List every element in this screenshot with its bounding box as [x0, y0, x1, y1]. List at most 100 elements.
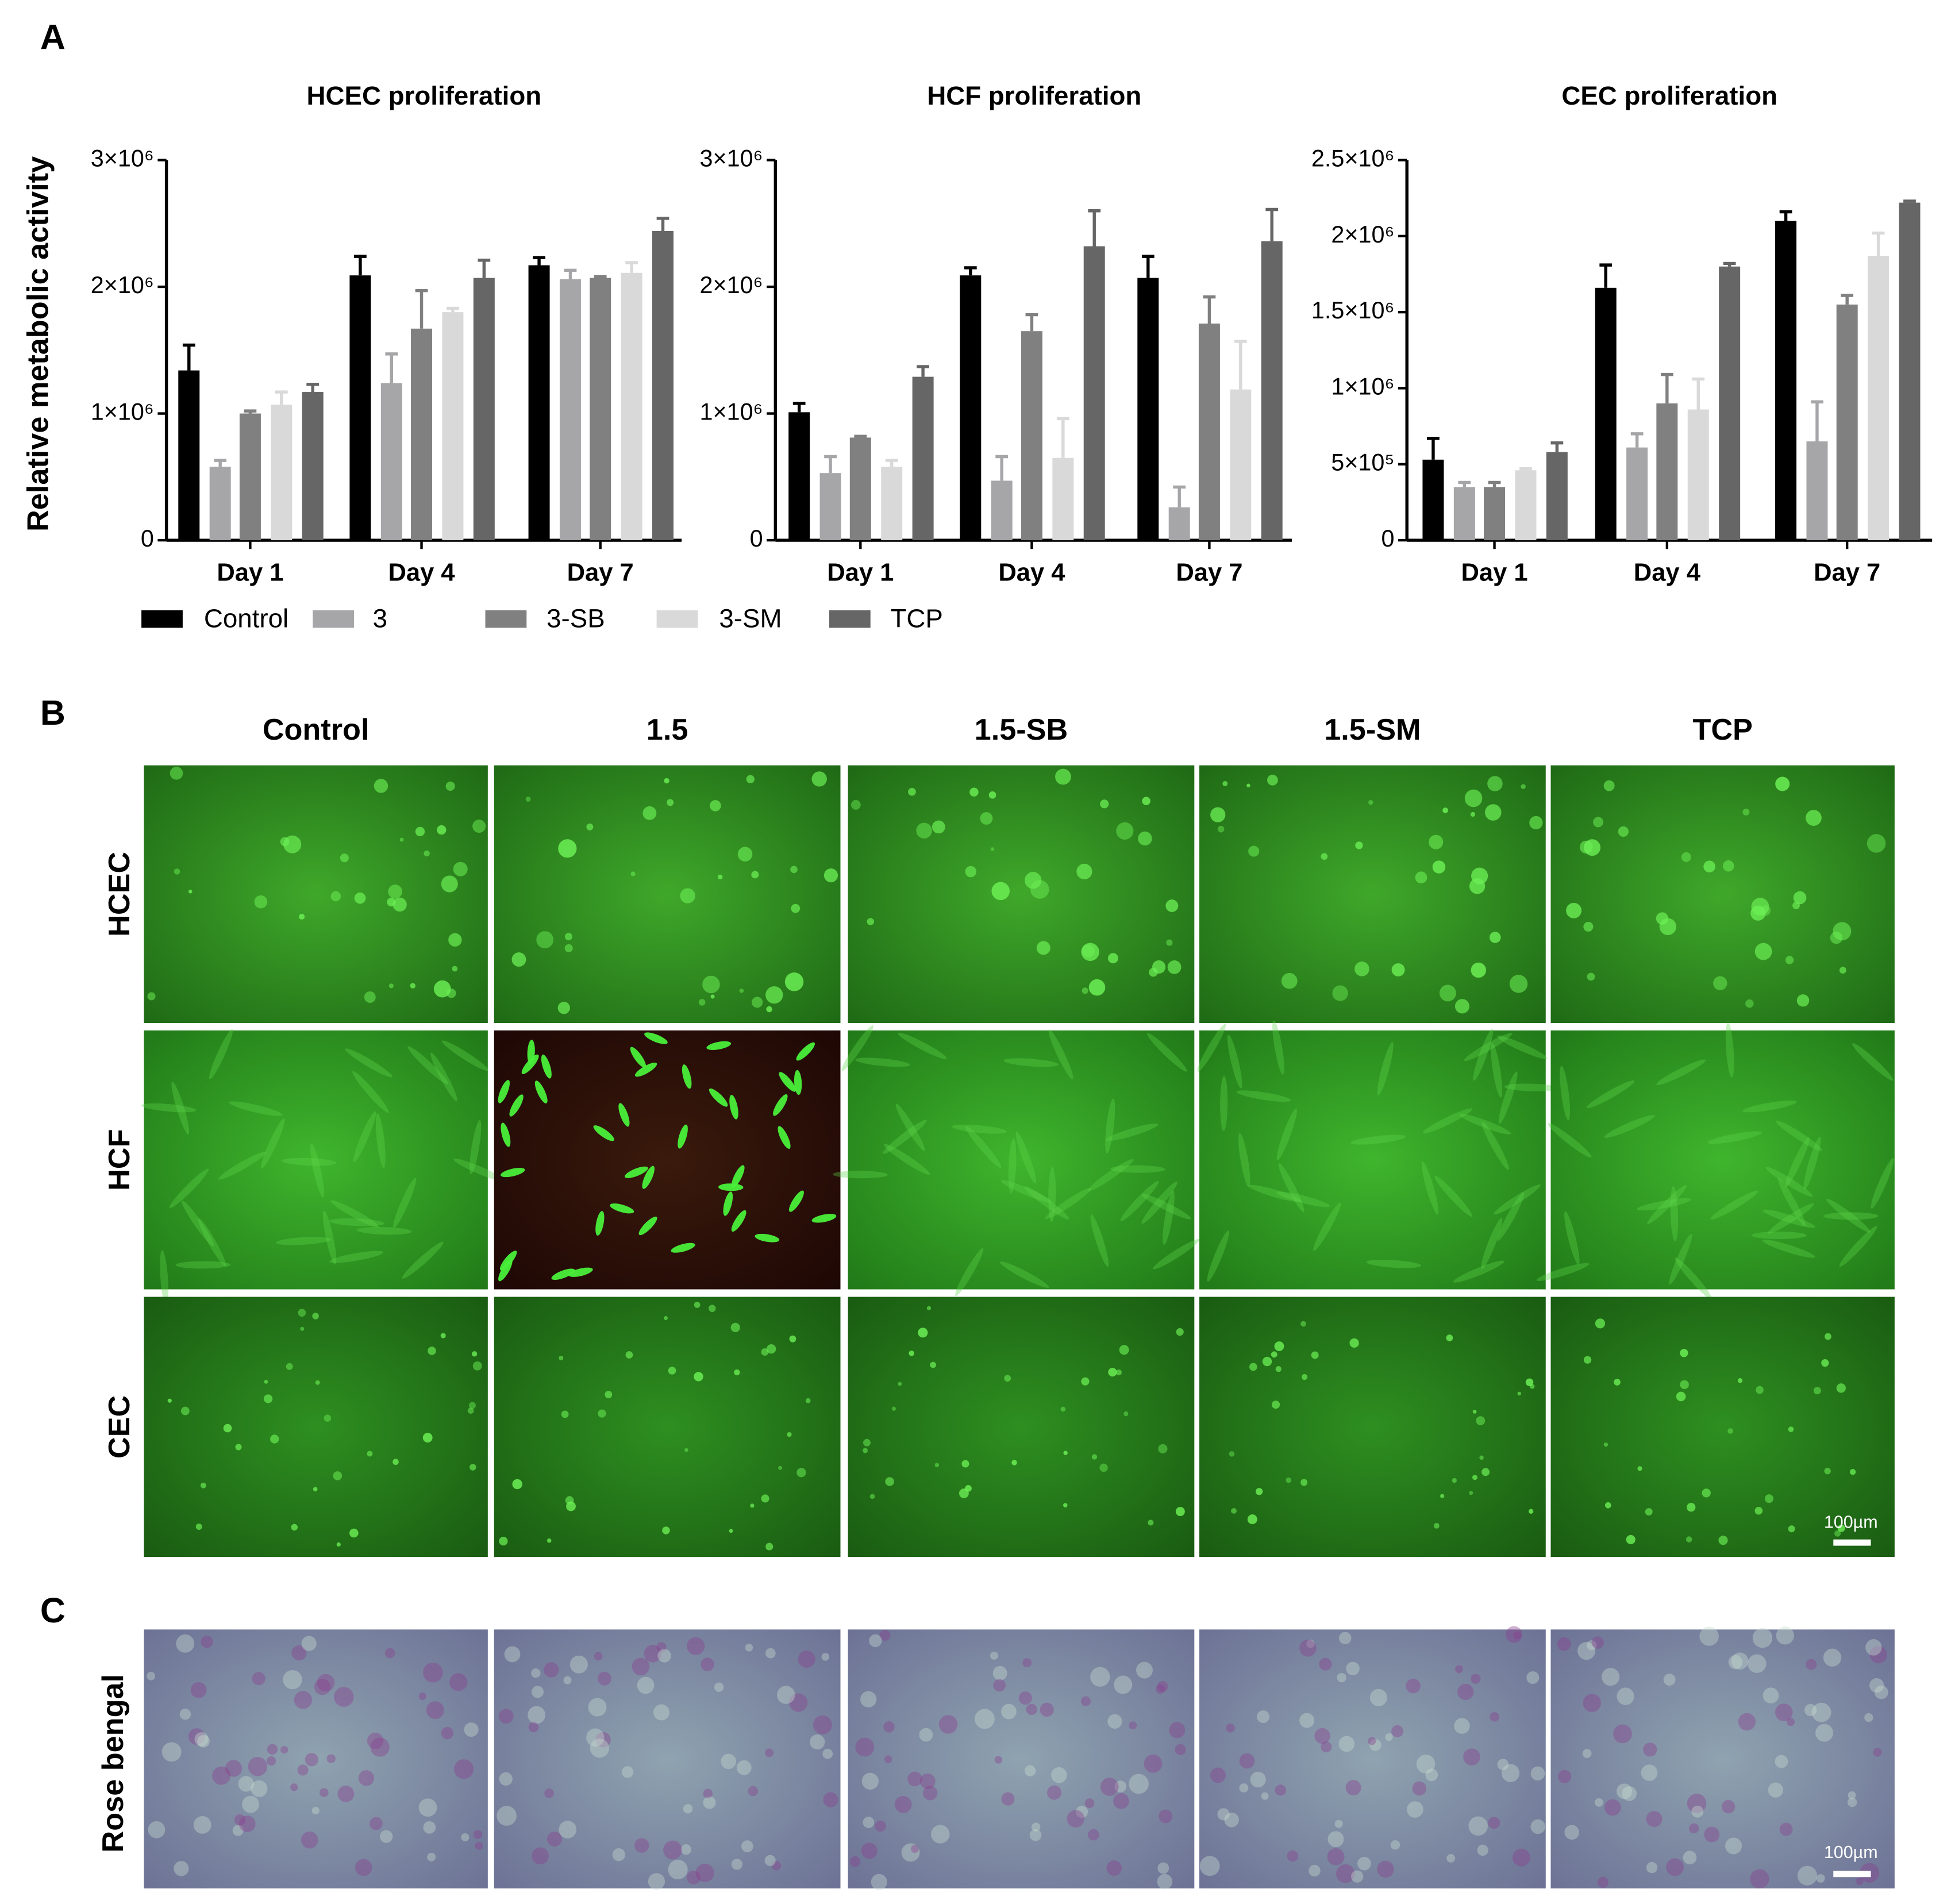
cell: [1276, 1191, 1330, 1207]
cell: [1742, 1100, 1797, 1113]
cell: [392, 1459, 399, 1465]
cell: [1637, 1198, 1691, 1211]
cell: [1683, 1851, 1697, 1865]
cell: [1107, 1714, 1122, 1729]
cell: [1754, 1506, 1763, 1515]
x-tick-label: Day 4: [1634, 559, 1700, 586]
cell: [161, 1742, 182, 1762]
cell: [851, 799, 861, 810]
cell: [1833, 922, 1852, 941]
cell: [1721, 1800, 1735, 1814]
cell: [1513, 1631, 1522, 1640]
cell: [433, 980, 451, 998]
cell: [1869, 1678, 1884, 1693]
cell: [1595, 1318, 1606, 1329]
y-tick-label: 0: [750, 525, 763, 552]
cell: [1391, 963, 1405, 976]
cell: [1272, 1020, 1284, 1075]
cell: [176, 1634, 195, 1653]
cell: [559, 1821, 577, 1838]
cell: [980, 811, 993, 825]
cell: [329, 1218, 384, 1226]
x-tick-label: Day 4: [388, 559, 455, 586]
cell: [1197, 1024, 1226, 1072]
cell: [1261, 1792, 1269, 1800]
cell: [787, 1432, 792, 1437]
cell: [678, 1124, 688, 1149]
cell: [1271, 1351, 1277, 1358]
cell: [1713, 976, 1727, 990]
cell: [1114, 1675, 1133, 1694]
cell: [160, 1250, 169, 1306]
y-tick-label: 3×10⁶: [699, 145, 763, 171]
cell: [729, 1529, 733, 1533]
bar: [1868, 256, 1890, 541]
cell: [1454, 1718, 1470, 1734]
cell: [441, 875, 458, 893]
cell: [301, 1636, 317, 1651]
cell: [267, 1756, 276, 1766]
cell: [180, 1406, 190, 1416]
cell: [863, 1448, 868, 1453]
cell: [1579, 840, 1593, 854]
cell: [789, 1335, 796, 1343]
cell: [883, 1144, 930, 1175]
cell: [1765, 1167, 1813, 1197]
y-tick-label: 3×10⁶: [91, 145, 154, 171]
cell: [1871, 1157, 1894, 1209]
cell: [919, 1728, 933, 1742]
cell: [1080, 1696, 1091, 1706]
cell: [1745, 999, 1754, 1008]
cell: [1368, 800, 1373, 805]
cell: [1385, 1733, 1393, 1741]
cell: [388, 884, 402, 899]
cell: [755, 1233, 780, 1243]
cell: [875, 1820, 886, 1832]
cell: [731, 1165, 745, 1188]
bar: [1083, 246, 1105, 541]
cell: [1617, 1687, 1634, 1705]
cell: [871, 1874, 887, 1890]
chart-title: CEC proliferation: [1561, 81, 1777, 110]
cell: [1591, 1636, 1604, 1649]
cell: [499, 1772, 513, 1786]
cell: [1488, 1817, 1500, 1829]
bar: [788, 412, 810, 541]
cell: [326, 1754, 336, 1763]
cell: [1390, 1840, 1400, 1850]
cell: [528, 1722, 539, 1733]
cell: [895, 1103, 925, 1151]
cell: [1811, 1702, 1831, 1722]
cell: [193, 1816, 211, 1834]
cell: [638, 1216, 657, 1236]
cell: [437, 825, 447, 835]
cell: [1472, 1475, 1478, 1480]
cell: [1666, 1858, 1684, 1876]
cell: [1300, 1479, 1308, 1486]
cell: [648, 1873, 665, 1890]
cell: [264, 1394, 273, 1403]
cell: [375, 1113, 386, 1168]
cell: [1099, 1463, 1108, 1472]
cell: [1286, 1477, 1292, 1483]
cell: [1276, 1108, 1297, 1160]
cell: [1593, 817, 1604, 828]
cell: [461, 1833, 470, 1841]
legend-label: TCP: [891, 603, 943, 633]
bar: [1515, 470, 1537, 541]
cell: [1275, 1366, 1282, 1372]
cell: [991, 882, 1010, 901]
cell: [426, 1701, 444, 1720]
cell: [1849, 1468, 1856, 1475]
cell: [501, 1122, 511, 1147]
cell: [498, 1259, 513, 1282]
cell: [990, 1651, 998, 1660]
cell: [229, 1101, 283, 1116]
cell: [1048, 1029, 1073, 1079]
y-tick-label: 1.5×10⁶: [1311, 297, 1395, 324]
cell: [301, 1831, 318, 1849]
cell: [898, 1382, 902, 1386]
cell: [1129, 1721, 1137, 1730]
cell: [1084, 1798, 1095, 1809]
cell: [717, 874, 723, 880]
